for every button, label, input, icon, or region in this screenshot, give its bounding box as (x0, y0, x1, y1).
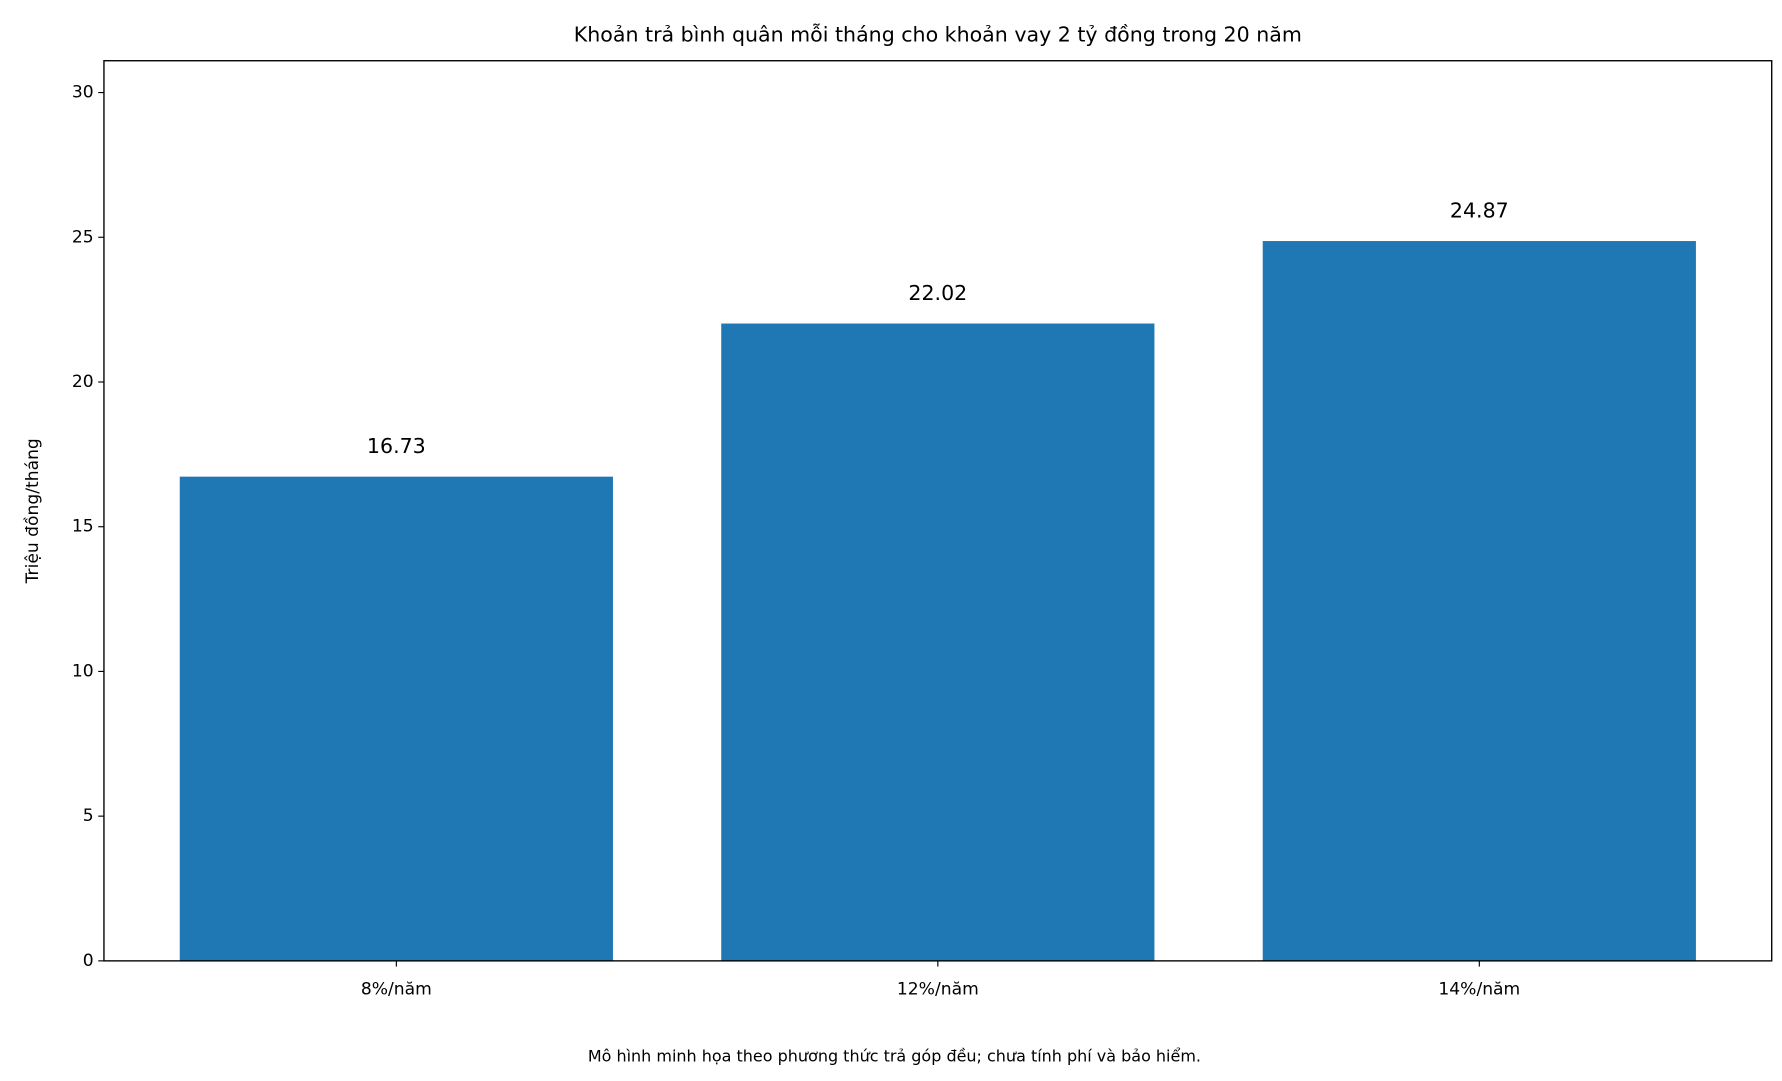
bar (721, 323, 1155, 961)
x-tick-label: 14%/năm (1438, 979, 1520, 999)
y-tick-label: 10 (72, 661, 94, 681)
y-tick-label: 20 (72, 372, 94, 392)
y-axis-label: Triệu đồng/tháng (22, 438, 43, 584)
y-tick-label: 30 (72, 83, 94, 103)
plot-frame (103, 60, 1773, 962)
y-tick-label: 0 (83, 951, 94, 971)
bar (1262, 241, 1696, 961)
value-label: 16.73 (367, 434, 426, 458)
x-tick-label: 12%/năm (897, 979, 979, 999)
value-label: 24.87 (1450, 198, 1509, 222)
footnote: Mô hình minh họa theo phương thức trả gó… (588, 1046, 1201, 1065)
y-tick-label: 15 (72, 517, 94, 537)
x-tick-label: 8%/năm (361, 979, 432, 999)
y-tick-label: 25 (72, 227, 94, 247)
bar (179, 476, 613, 961)
y-tick-label: 5 (83, 806, 94, 826)
chart-title: Khoản trả bình quân mỗi tháng cho khoản … (574, 22, 1302, 47)
value-label: 22.02 (908, 281, 967, 305)
